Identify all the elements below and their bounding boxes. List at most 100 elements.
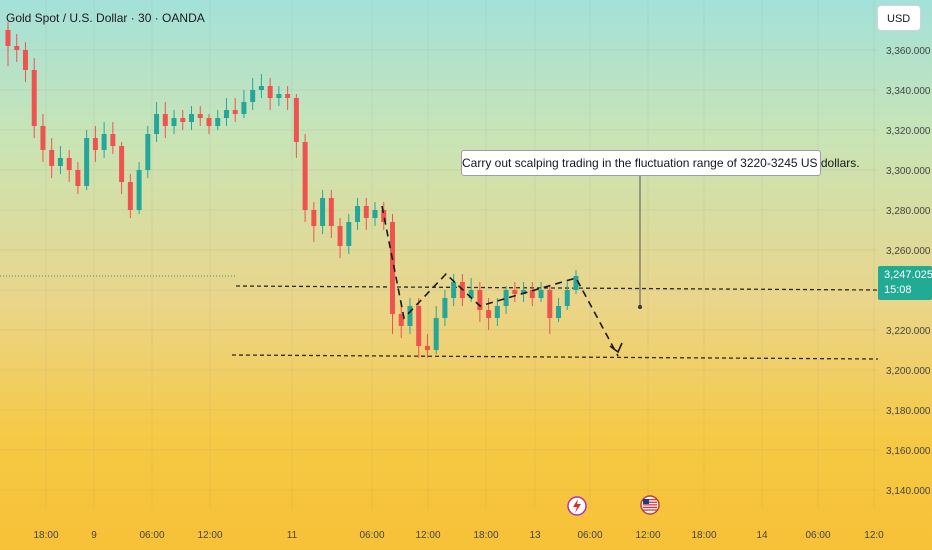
candlestick-series — [5, 22, 579, 358]
candle — [136, 162, 142, 214]
lightning-event-icon[interactable] — [567, 496, 587, 516]
candle — [442, 290, 448, 326]
candle-body — [40, 126, 46, 150]
candle — [556, 298, 562, 322]
candle-body — [433, 318, 439, 350]
candle-body — [302, 142, 308, 210]
time-tick-label: 06:00 — [139, 530, 164, 541]
candle-body — [346, 222, 352, 246]
candle — [512, 282, 518, 302]
candle-body — [451, 282, 457, 298]
candle — [215, 110, 221, 130]
candle — [276, 86, 282, 106]
candle-body — [293, 98, 299, 142]
time-tick-label: 12:00 — [197, 530, 222, 541]
candle-body — [556, 306, 562, 318]
candle-body — [320, 198, 326, 226]
candle — [66, 150, 72, 182]
candle — [521, 282, 527, 302]
candle — [40, 114, 46, 162]
candle — [110, 122, 116, 154]
candle — [529, 282, 535, 306]
projection-zigzag — [381, 205, 619, 357]
candle — [171, 110, 177, 134]
candle — [258, 74, 264, 98]
candle-body — [503, 290, 509, 306]
candle-body — [424, 346, 430, 350]
candle — [320, 190, 326, 234]
candle — [250, 78, 256, 110]
candle-body — [162, 114, 168, 126]
candle — [189, 106, 195, 130]
candle-body — [75, 170, 81, 186]
resistance-line — [235, 285, 879, 291]
candle-body — [267, 86, 273, 98]
candle — [5, 22, 11, 66]
annotation-connector — [638, 176, 642, 309]
candle — [180, 110, 186, 130]
candle — [267, 78, 273, 110]
candle-body — [521, 290, 527, 294]
candle-body — [477, 290, 483, 310]
candle-body — [442, 298, 448, 318]
time-axis: 18:00 9 06:00 12:00 11 06:00 12:00 18:00 13 06:00… — [33, 530, 884, 541]
projection-path — [381, 205, 623, 357]
price-tick-label: 3,280.000 — [886, 206, 931, 217]
candle-body — [337, 226, 343, 246]
currency-selector[interactable]: USD — [877, 5, 921, 31]
candle-body — [223, 110, 229, 118]
candle — [49, 138, 55, 178]
candle — [494, 298, 500, 326]
candle — [31, 58, 37, 138]
candle-body — [189, 114, 195, 122]
candle-body — [372, 210, 378, 218]
candle — [101, 122, 107, 158]
candle-body — [468, 290, 474, 298]
candle-body — [136, 170, 142, 210]
candle-body — [241, 102, 247, 114]
candle — [84, 130, 90, 190]
candle-body — [381, 210, 387, 222]
candle-body — [573, 276, 579, 290]
candle — [75, 162, 81, 194]
candle-body — [110, 134, 116, 146]
candle-body — [547, 290, 553, 318]
candle-body — [197, 114, 203, 118]
candle — [503, 286, 509, 314]
chart-grid — [0, 0, 878, 510]
support-line — [231, 354, 879, 360]
time-tick-label: 06:00 — [577, 530, 602, 541]
candle-body — [84, 138, 90, 186]
candle — [127, 174, 133, 218]
time-tick-label: 12:00 — [635, 530, 660, 541]
annotation-anchor-dot — [638, 305, 642, 309]
current-price-tag: 3,247.025 15:08 — [878, 266, 932, 300]
candle — [57, 146, 63, 174]
candle — [92, 126, 98, 162]
price-tick-label: 3,140.000 — [886, 486, 931, 497]
candle — [398, 302, 404, 338]
candle-body — [66, 158, 72, 170]
time-tick-label: 18:00 — [33, 530, 58, 541]
candle-body — [311, 210, 317, 226]
flag-stripe — [643, 499, 657, 501]
candle — [424, 334, 430, 358]
candle-body — [512, 290, 518, 294]
price-tick-label: 3,360.000 — [886, 46, 931, 57]
candle — [538, 282, 544, 302]
candle-body — [363, 206, 369, 218]
us-flag-event-icon[interactable] — [640, 495, 660, 515]
time-tick-label: 13 — [529, 530, 541, 541]
price-tick-label: 3,300.000 — [886, 166, 931, 177]
candle — [311, 202, 317, 242]
candle-body — [171, 118, 177, 126]
candle — [573, 270, 579, 294]
candle — [285, 86, 291, 110]
event-markers — [567, 495, 660, 516]
time-tick-label: 11 — [287, 530, 298, 541]
candle-body — [416, 306, 422, 346]
candle-body — [250, 90, 256, 102]
annotation-note[interactable]: Carry out scalping trading in the fluctu… — [461, 150, 860, 176]
candle-body — [538, 290, 544, 298]
